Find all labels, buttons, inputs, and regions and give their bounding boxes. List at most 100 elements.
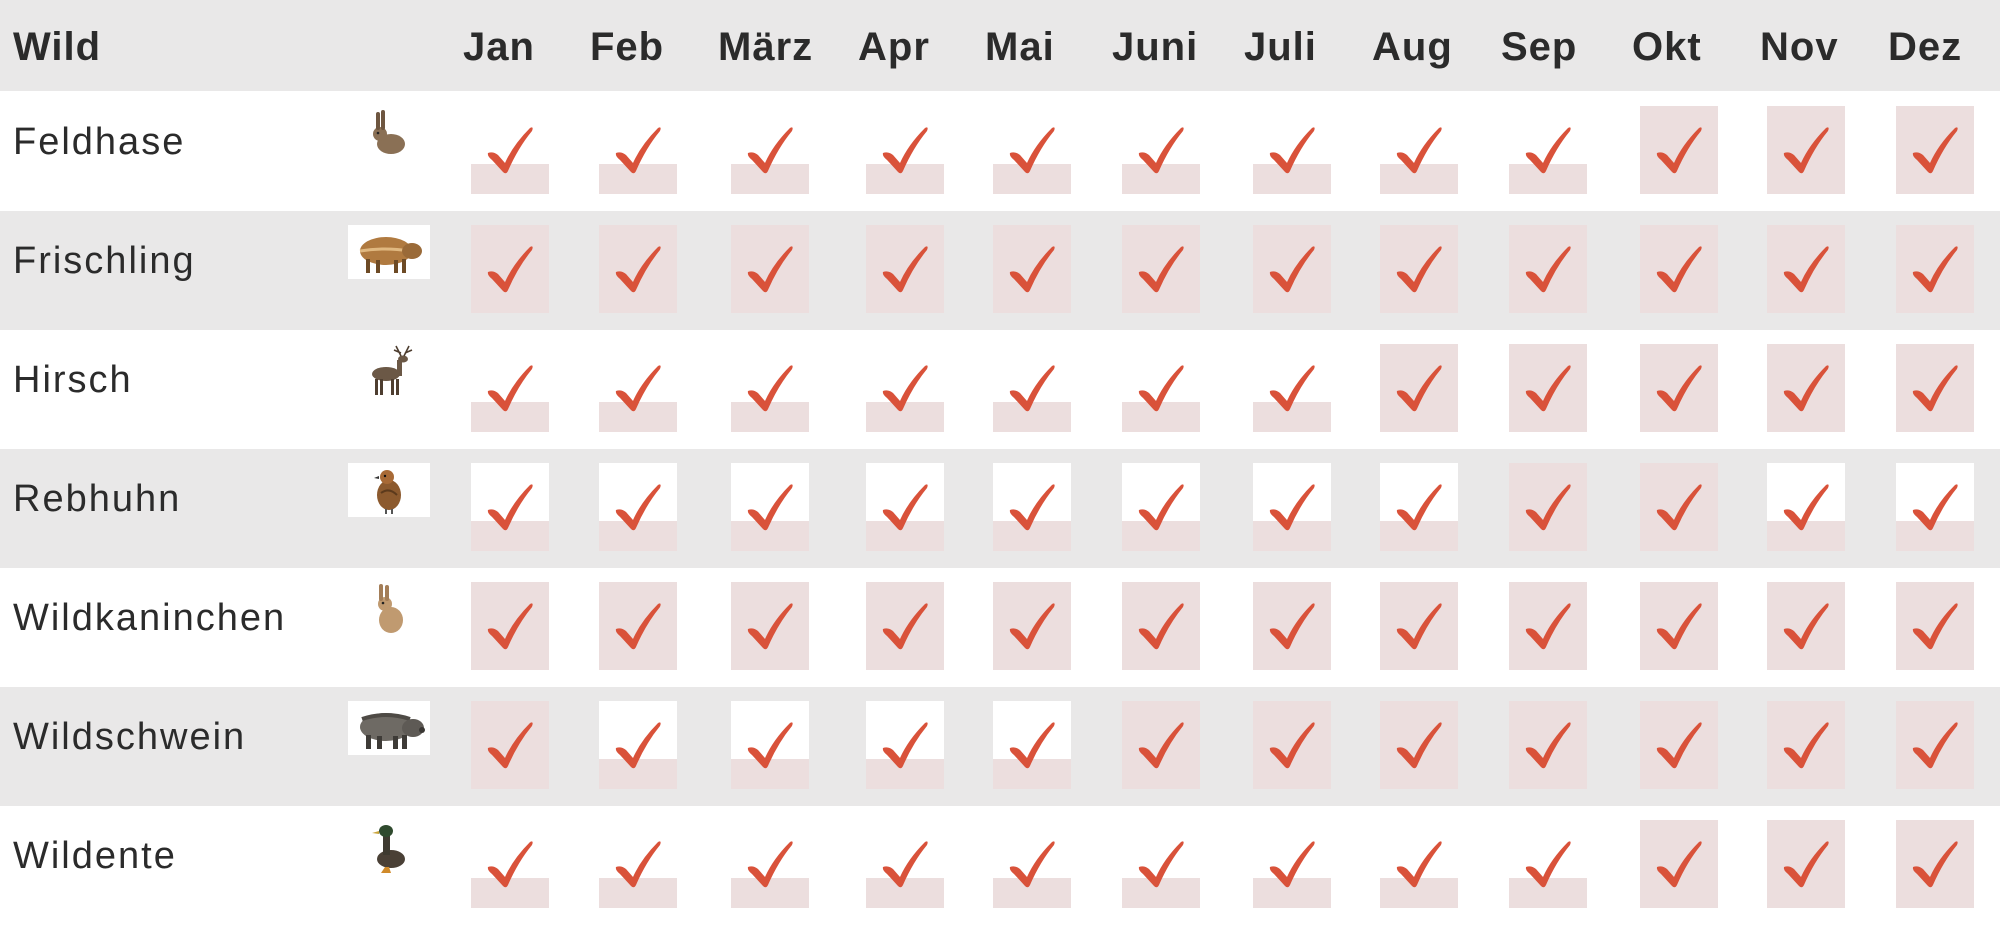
- season-cell-apr: [866, 463, 944, 551]
- season-cell-mai: [993, 463, 1071, 551]
- season-cell-jan: [471, 344, 549, 432]
- young-boar-icon: [348, 225, 430, 279]
- season-cell-feb: [599, 582, 677, 670]
- season-cell-dez: [1896, 582, 1974, 670]
- season-cell-feb: [599, 820, 677, 908]
- season-cell-dez: [1896, 701, 1974, 789]
- season-cell-märz: [731, 225, 809, 313]
- season-cell-apr: [866, 344, 944, 432]
- season-cell-juni: [1122, 582, 1200, 670]
- season-cell-feb: [599, 701, 677, 789]
- season-cell-juni: [1122, 820, 1200, 908]
- table-row: Wildente: [0, 806, 2000, 925]
- table-row: Feldhase: [0, 92, 2000, 211]
- table-row: Wildschwein: [0, 687, 2000, 806]
- header-month-sep: Sep: [1501, 25, 1578, 69]
- season-cell-mai: [993, 225, 1071, 313]
- header-month-feb: Feb: [590, 25, 665, 69]
- table-row: Rebhuhn: [0, 449, 2000, 568]
- season-cell-nov: [1767, 463, 1845, 551]
- season-cell-nov: [1767, 582, 1845, 670]
- header-month-aug: Aug: [1372, 25, 1453, 69]
- season-cell-feb: [599, 106, 677, 194]
- season-cell-aug: [1380, 582, 1458, 670]
- season-cell-juli: [1253, 225, 1331, 313]
- season-cell-juli: [1253, 463, 1331, 551]
- animal-name: Wildschwein: [13, 716, 247, 758]
- season-cell-jan: [471, 820, 549, 908]
- season-cell-juni: [1122, 225, 1200, 313]
- animal-name: Rebhuhn: [13, 478, 182, 520]
- season-cell-märz: [731, 463, 809, 551]
- header-month-juli: Juli: [1244, 25, 1317, 69]
- season-cell-apr: [866, 225, 944, 313]
- season-cell-märz: [731, 582, 809, 670]
- animal-name: Hirsch: [13, 359, 133, 401]
- season-cell-sep: [1509, 225, 1587, 313]
- season-cell-märz: [731, 701, 809, 789]
- season-cell-nov: [1767, 344, 1845, 432]
- table-row: Frischling: [0, 211, 2000, 330]
- season-cell-aug: [1380, 225, 1458, 313]
- season-cell-mai: [993, 820, 1071, 908]
- animal-name: Wildente: [13, 835, 177, 877]
- season-cell-okt: [1640, 344, 1718, 432]
- season-cell-mai: [993, 106, 1071, 194]
- deer-icon: [348, 344, 430, 398]
- header-month-apr: Apr: [858, 25, 930, 69]
- season-cell-okt: [1640, 582, 1718, 670]
- season-cell-sep: [1509, 582, 1587, 670]
- season-cell-jan: [471, 701, 549, 789]
- partridge-icon: [348, 463, 430, 517]
- season-cell-mai: [993, 701, 1071, 789]
- season-cell-dez: [1896, 344, 1974, 432]
- season-cell-sep: [1509, 106, 1587, 194]
- season-cell-okt: [1640, 106, 1718, 194]
- header-month-juni: Juni: [1112, 25, 1199, 69]
- season-cell-nov: [1767, 225, 1845, 313]
- header-month-mai: Mai: [985, 25, 1055, 69]
- season-cell-dez: [1896, 225, 1974, 313]
- season-cell-juli: [1253, 820, 1331, 908]
- season-cell-dez: [1896, 463, 1974, 551]
- season-cell-apr: [866, 701, 944, 789]
- season-cell-okt: [1640, 463, 1718, 551]
- season-cell-dez: [1896, 106, 1974, 194]
- table-row: Wildkaninchen: [0, 568, 2000, 687]
- season-cell-apr: [866, 582, 944, 670]
- season-cell-dez: [1896, 820, 1974, 908]
- duck-icon: [348, 820, 430, 874]
- season-cell-nov: [1767, 820, 1845, 908]
- season-cell-jan: [471, 225, 549, 313]
- season-cell-jan: [471, 106, 549, 194]
- header-month-okt: Okt: [1632, 25, 1702, 69]
- season-cell-aug: [1380, 463, 1458, 551]
- season-cell-sep: [1509, 344, 1587, 432]
- season-cell-aug: [1380, 701, 1458, 789]
- season-cell-apr: [866, 106, 944, 194]
- season-cell-mai: [993, 344, 1071, 432]
- header-month-nov: Nov: [1760, 25, 1839, 69]
- season-cell-juni: [1122, 701, 1200, 789]
- table-header: Wild Jan Feb März Apr Mai Juni Juli Aug …: [0, 0, 2000, 91]
- header-wild: Wild: [13, 25, 102, 69]
- season-cell-nov: [1767, 106, 1845, 194]
- season-cell-aug: [1380, 344, 1458, 432]
- season-cell-sep: [1509, 820, 1587, 908]
- season-cell-okt: [1640, 225, 1718, 313]
- boar-icon: [348, 701, 430, 755]
- header-month-jan: Jan: [463, 25, 535, 69]
- season-cell-märz: [731, 106, 809, 194]
- season-cell-jan: [471, 463, 549, 551]
- season-cell-juli: [1253, 344, 1331, 432]
- season-cell-apr: [866, 820, 944, 908]
- season-cell-mai: [993, 582, 1071, 670]
- season-cell-feb: [599, 463, 677, 551]
- animal-name: Feldhase: [13, 121, 186, 163]
- header-month-dez: Dez: [1888, 25, 1963, 69]
- season-cell-märz: [731, 344, 809, 432]
- hare-icon: [348, 106, 430, 160]
- season-cell-sep: [1509, 463, 1587, 551]
- season-cell-aug: [1380, 820, 1458, 908]
